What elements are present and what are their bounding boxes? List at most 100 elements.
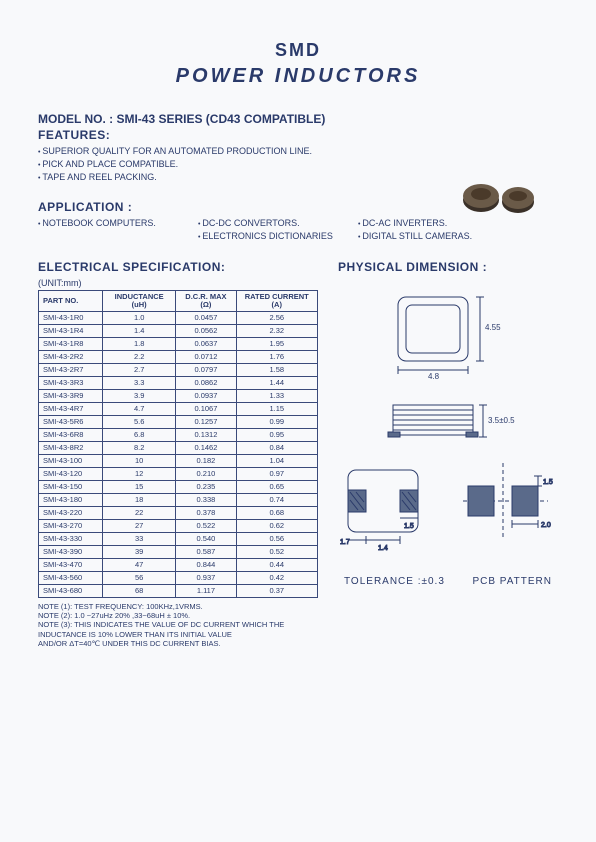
diagram-bottom-and-pcb: 1.5 1.4 1.7 1.5 2.0 — [338, 458, 558, 568]
table-row: SMI-43-3R33.30.08621.44 — [39, 376, 318, 389]
note-line: AND/OR ΔT=40℃ UNDER THIS DC CURRENT BIAS… — [38, 639, 318, 648]
table-cell: 2.7 — [103, 363, 176, 376]
product-photo — [456, 170, 546, 220]
dim-gap: 1.4 — [378, 545, 388, 552]
table-cell: 10 — [103, 454, 176, 467]
table-cell: 0.1462 — [176, 441, 236, 454]
table-row: SMI-43-390390.5870.52 — [39, 545, 318, 558]
header-inductance: INDUCTANCE (uH) — [103, 291, 176, 312]
table-cell: 0.1067 — [176, 402, 236, 415]
note-line: NOTE (3): THIS INDICATES THE VALUE OF DC… — [38, 620, 318, 639]
table-cell: SMI-43-5R6 — [39, 415, 103, 428]
table-row: SMI-43-5R65.60.12570.99 — [39, 415, 318, 428]
application-item: NOTEBOOK COMPUTERS. — [38, 218, 198, 228]
table-cell: SMI-43-150 — [39, 480, 103, 493]
table-cell: 0.37 — [236, 584, 318, 597]
header-part: PART NO. — [39, 291, 103, 312]
table-cell: SMI-43-8R2 — [39, 441, 103, 454]
table-row: SMI-43-150150.2350.65 — [39, 480, 318, 493]
table-cell: 1.8 — [103, 337, 176, 350]
table-cell: 0.44 — [236, 558, 318, 571]
table-row: SMI-43-2R72.70.07971.58 — [39, 363, 318, 376]
table-cell: 0.844 — [176, 558, 236, 571]
table-row: SMI-43-6R86.80.13120.95 — [39, 428, 318, 441]
spec-header-row: PART NO. INDUCTANCE (uH) D.C.R. MAX (Ω) … — [39, 291, 318, 312]
table-cell: SMI-43-3R3 — [39, 376, 103, 389]
table-cell: SMI-43-220 — [39, 506, 103, 519]
table-cell: 22 — [103, 506, 176, 519]
table-cell: SMI-43-2R7 — [39, 363, 103, 376]
table-cell: SMI-43-4R7 — [39, 402, 103, 415]
table-cell: 12 — [103, 467, 176, 480]
table-cell: 0.1312 — [176, 428, 236, 441]
table-row: SMI-43-470470.8440.44 — [39, 558, 318, 571]
table-row: SMI-43-560560.9370.42 — [39, 571, 318, 584]
table-cell: SMI-43-680 — [39, 584, 103, 597]
table-cell: 56 — [103, 571, 176, 584]
table-cell: 33 — [103, 532, 176, 545]
header-dcr: D.C.R. MAX (Ω) — [176, 291, 236, 312]
table-cell: 0.587 — [176, 545, 236, 558]
table-cell: SMI-43-390 — [39, 545, 103, 558]
table-cell: 47 — [103, 558, 176, 571]
table-cell: 4.7 — [103, 402, 176, 415]
notes-block: NOTE (1): TEST FREQUENCY: 100KHz,1VRMS. … — [38, 602, 318, 649]
table-cell: 27 — [103, 519, 176, 532]
table-cell: 0.99 — [236, 415, 318, 428]
table-cell: 0.235 — [176, 480, 236, 493]
table-cell: 1.117 — [176, 584, 236, 597]
table-cell: 0.68 — [236, 506, 318, 519]
table-row: SMI-43-1R01.00.04572.56 — [39, 311, 318, 324]
dim-edge: 1.7 — [340, 539, 350, 546]
dim-width: 4.8 — [428, 372, 440, 381]
table-cell: 0.52 — [236, 545, 318, 558]
table-cell: SMI-43-1R8 — [39, 337, 103, 350]
table-cell: 1.04 — [236, 454, 318, 467]
table-cell: 0.42 — [236, 571, 318, 584]
table-cell: 0.0562 — [176, 324, 236, 337]
features-heading: FEATURES: — [38, 128, 558, 142]
table-cell: 15 — [103, 480, 176, 493]
phys-dim-heading: PHYSICAL DIMENSION : — [338, 260, 558, 274]
header-current: RATED CURRENT (A) — [236, 291, 318, 312]
table-cell: 1.33 — [236, 389, 318, 402]
table-row: SMI-43-270270.5220.62 — [39, 519, 318, 532]
table-cell: 1.95 — [236, 337, 318, 350]
table-cell: 1.0 — [103, 311, 176, 324]
dim-pad-len: 2.0 — [541, 522, 551, 529]
table-cell: SMI-43-120 — [39, 467, 103, 480]
table-cell: 0.0862 — [176, 376, 236, 389]
table-cell: SMI-43-2R2 — [39, 350, 103, 363]
table-row: SMI-43-4R74.70.10671.15 — [39, 402, 318, 415]
table-cell: 0.84 — [236, 441, 318, 454]
table-cell: SMI-43-6R8 — [39, 428, 103, 441]
table-cell: 2.32 — [236, 324, 318, 337]
table-cell: 0.74 — [236, 493, 318, 506]
note-line: NOTE (1): TEST FREQUENCY: 100KHz,1VRMS. — [38, 602, 318, 611]
table-cell: 0.0457 — [176, 311, 236, 324]
table-cell: 0.97 — [236, 467, 318, 480]
table-cell: 0.0937 — [176, 389, 236, 402]
title-line1: SMD — [38, 40, 558, 61]
table-cell: 0.937 — [176, 571, 236, 584]
table-row: SMI-43-3R93.90.09371.33 — [39, 389, 318, 402]
table-cell: 0.182 — [176, 454, 236, 467]
table-row: SMI-43-120120.2100.97 — [39, 467, 318, 480]
model-number: MODEL NO. : SMI-43 SERIES (CD43 COMPATIB… — [38, 112, 558, 126]
table-cell: 1.4 — [103, 324, 176, 337]
table-cell: SMI-43-180 — [39, 493, 103, 506]
table-cell: 0.62 — [236, 519, 318, 532]
table-cell: 0.95 — [236, 428, 318, 441]
table-cell: 3.9 — [103, 389, 176, 402]
table-cell: 0.0712 — [176, 350, 236, 363]
table-cell: SMI-43-560 — [39, 571, 103, 584]
note-line: NOTE (2): 1.0 ~27uHz 20% ,33~68uH ± 10%. — [38, 611, 318, 620]
table-cell: 8.2 — [103, 441, 176, 454]
table-cell: 0.522 — [176, 519, 236, 532]
application-item: ELECTRONICS DICTIONARIES — [198, 231, 358, 241]
dim-side-height: 3.5±0.5 — [488, 416, 515, 425]
table-row: SMI-43-330330.5400.56 — [39, 532, 318, 545]
table-cell: 0.1257 — [176, 415, 236, 428]
table-row: SMI-43-220220.3780.68 — [39, 506, 318, 519]
table-cell: 1.76 — [236, 350, 318, 363]
